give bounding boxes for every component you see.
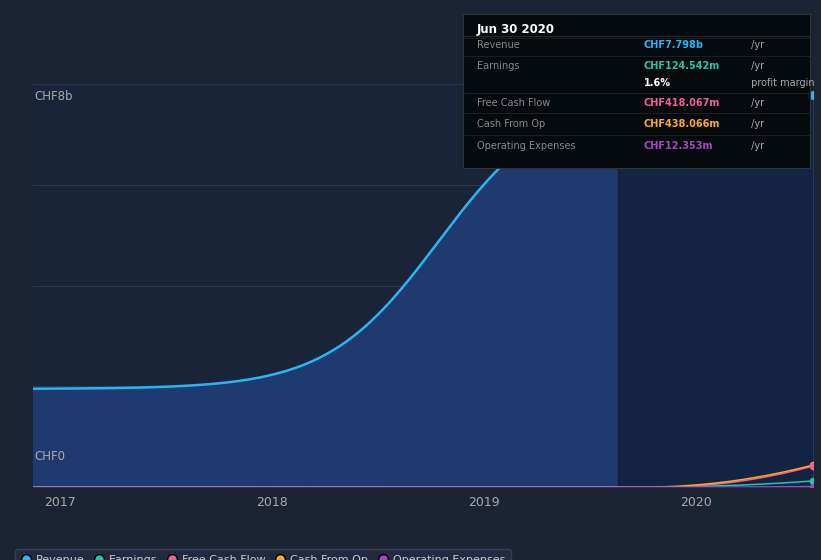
Text: CHF8b: CHF8b: [34, 90, 73, 103]
Text: /yr: /yr: [748, 61, 764, 71]
Text: /yr: /yr: [748, 119, 764, 129]
Text: Free Cash Flow: Free Cash Flow: [477, 98, 550, 108]
Text: CHF418.067m: CHF418.067m: [644, 98, 720, 108]
Text: Revenue: Revenue: [477, 40, 520, 50]
Text: Operating Expenses: Operating Expenses: [477, 141, 576, 151]
Text: CHF12.353m: CHF12.353m: [644, 141, 713, 151]
Text: CHF124.542m: CHF124.542m: [644, 61, 720, 71]
Text: CHF438.066m: CHF438.066m: [644, 119, 720, 129]
Text: 1.6%: 1.6%: [644, 78, 671, 88]
Text: CHF0: CHF0: [34, 450, 66, 463]
Text: /yr: /yr: [748, 98, 764, 108]
Text: Jun 30 2020: Jun 30 2020: [477, 24, 555, 36]
Text: CHF7.798b: CHF7.798b: [644, 40, 704, 50]
Text: /yr: /yr: [748, 141, 764, 151]
Text: /yr: /yr: [748, 40, 764, 50]
Text: Cash From Op: Cash From Op: [477, 119, 545, 129]
Legend: Revenue, Earnings, Free Cash Flow, Cash From Op, Operating Expenses: Revenue, Earnings, Free Cash Flow, Cash …: [15, 549, 511, 560]
Text: Earnings: Earnings: [477, 61, 520, 71]
Text: profit margin: profit margin: [748, 78, 814, 88]
Bar: [618, 84, 813, 487]
